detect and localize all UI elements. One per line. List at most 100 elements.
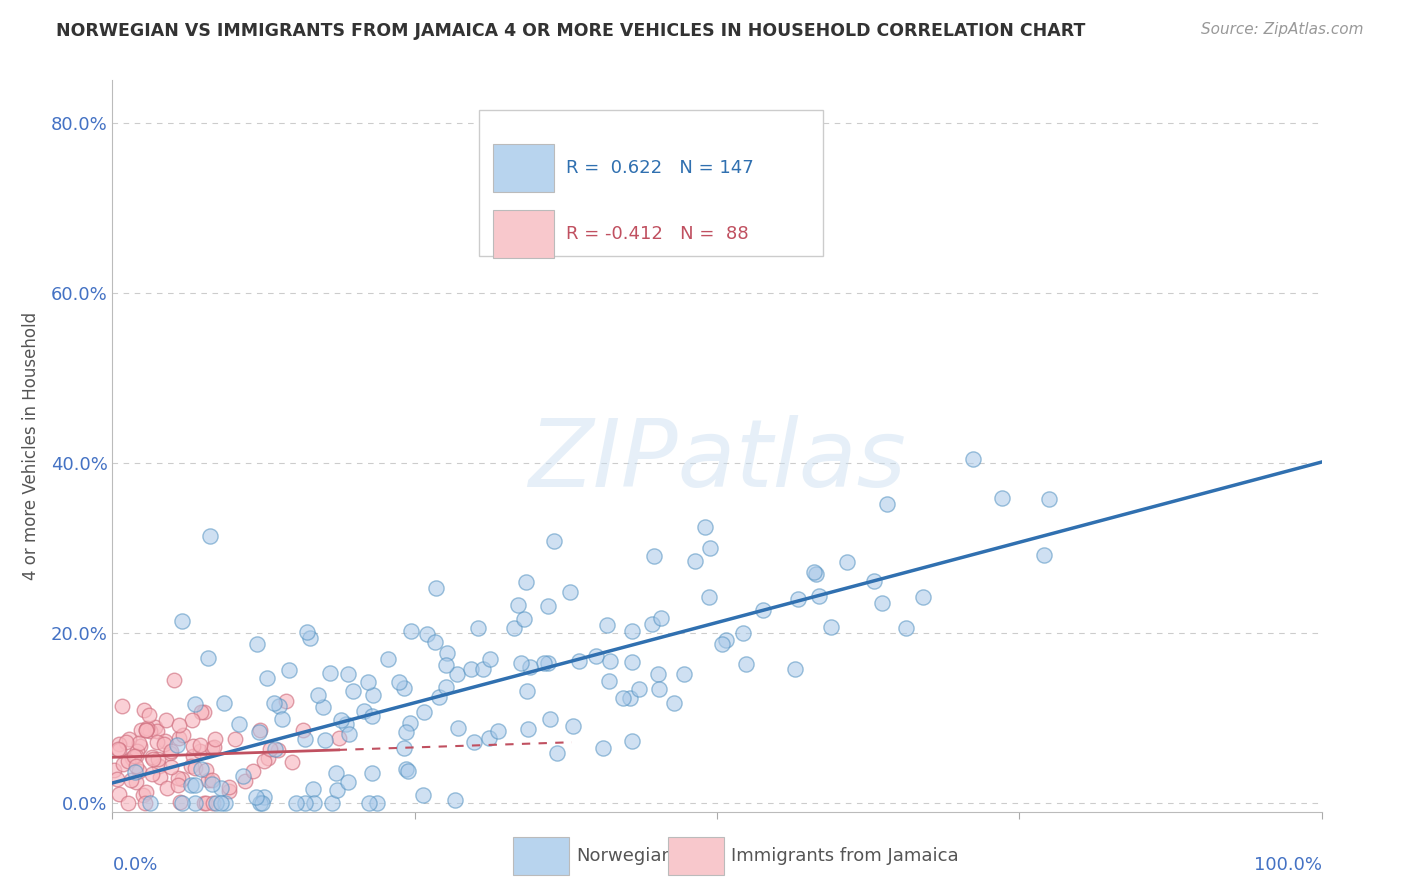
Point	[163, 673, 186, 687]
Point	[245, 637, 267, 651]
Point	[245, 789, 267, 804]
Point	[486, 723, 509, 738]
Point	[233, 773, 256, 788]
Point	[478, 652, 501, 666]
Point	[127, 744, 149, 758]
Point	[103, 763, 125, 777]
Point	[416, 627, 439, 641]
Point	[329, 713, 352, 727]
Point	[169, 796, 191, 810]
Point	[204, 731, 226, 746]
Point	[167, 731, 190, 745]
Point	[117, 796, 139, 810]
Point	[112, 757, 135, 772]
Point	[398, 715, 420, 730]
Point	[337, 774, 360, 789]
Point	[125, 748, 148, 763]
Point	[194, 763, 217, 777]
Point	[142, 752, 165, 766]
Point	[193, 796, 215, 810]
Point	[242, 764, 264, 779]
Point	[138, 708, 160, 723]
Point	[463, 735, 485, 749]
Point	[249, 796, 271, 810]
Point	[513, 612, 536, 626]
Point	[876, 497, 898, 511]
Point	[516, 683, 538, 698]
Point	[1033, 548, 1056, 562]
Point	[912, 591, 935, 605]
Point	[160, 744, 183, 758]
Point	[647, 681, 669, 696]
Point	[170, 796, 193, 810]
Point	[697, 591, 720, 605]
Point	[516, 722, 538, 736]
Point	[641, 616, 664, 631]
Point	[252, 790, 274, 805]
Point	[1038, 492, 1060, 507]
Point	[335, 716, 357, 731]
Text: Source: ZipAtlas.com: Source: ZipAtlas.com	[1201, 22, 1364, 37]
Point	[366, 796, 388, 810]
Point	[107, 787, 129, 801]
Point	[190, 706, 212, 720]
Point	[202, 739, 225, 754]
Point	[395, 762, 418, 776]
Point	[471, 662, 494, 676]
Point	[135, 723, 157, 738]
Point	[285, 796, 308, 810]
Point	[201, 773, 224, 788]
Point	[128, 739, 150, 754]
Point	[519, 660, 541, 674]
Point	[325, 782, 347, 797]
Point	[166, 739, 188, 753]
Text: ZIPatlas: ZIPatlas	[529, 415, 905, 506]
Point	[180, 778, 202, 792]
Point	[434, 658, 457, 673]
Point	[394, 725, 416, 739]
Point	[427, 690, 450, 704]
FancyBboxPatch shape	[479, 110, 824, 256]
Point	[536, 656, 558, 670]
Point	[436, 646, 458, 660]
Point	[353, 704, 375, 718]
Point	[148, 759, 170, 773]
Point	[543, 533, 565, 548]
Point	[159, 746, 181, 760]
Point	[118, 731, 141, 746]
Point	[361, 765, 384, 780]
Point	[314, 733, 336, 747]
Point	[218, 780, 240, 794]
Point	[205, 796, 228, 810]
Point	[107, 743, 129, 757]
Point	[121, 750, 143, 764]
Point	[181, 739, 204, 753]
Point	[388, 675, 411, 690]
Point	[134, 785, 156, 799]
Point	[537, 599, 560, 614]
Point	[194, 796, 217, 810]
Point	[252, 796, 274, 810]
Point	[804, 567, 827, 582]
Point	[596, 617, 619, 632]
Point	[360, 709, 382, 723]
Point	[183, 796, 205, 810]
Point	[394, 741, 416, 756]
Point	[141, 767, 163, 781]
Point	[647, 667, 669, 681]
Point	[783, 662, 806, 676]
Point	[146, 752, 169, 766]
Point	[107, 772, 129, 787]
Point	[278, 664, 301, 678]
Point	[209, 796, 232, 810]
Point	[170, 615, 193, 629]
Point	[803, 565, 825, 579]
Point	[467, 620, 489, 634]
Point	[863, 574, 886, 588]
Point	[141, 750, 163, 764]
Point	[167, 778, 190, 792]
Point	[132, 788, 155, 802]
Point	[143, 720, 166, 734]
Point	[808, 589, 831, 603]
Point	[115, 735, 138, 749]
